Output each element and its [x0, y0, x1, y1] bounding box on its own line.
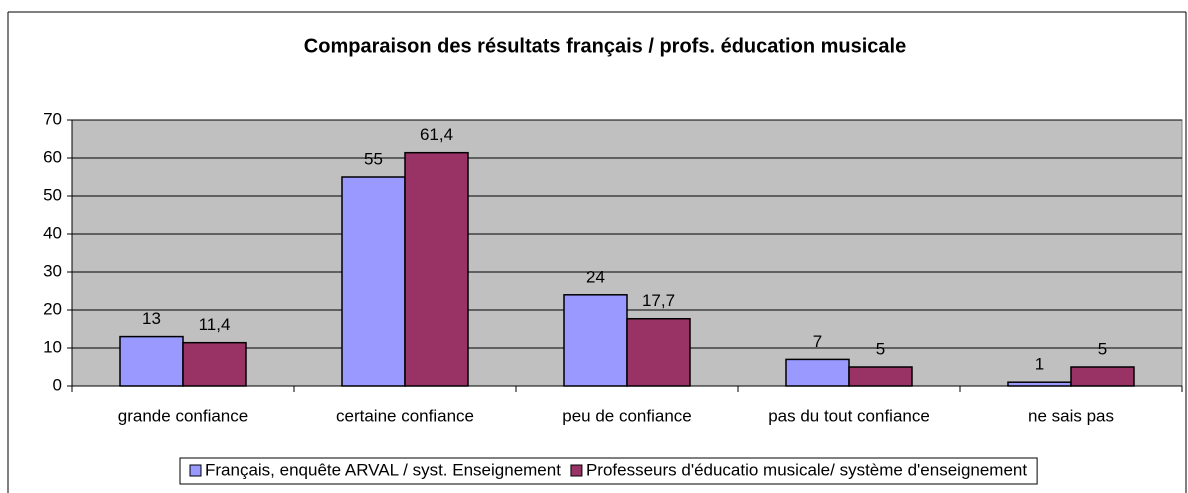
- value-label: 7: [813, 332, 822, 351]
- bar: [182, 341, 247, 387]
- legend-label: Professeurs d'éducatio musicale/ système…: [586, 460, 1027, 479]
- value-label: 13: [142, 309, 161, 328]
- x-tick-label: certaine confiance: [336, 406, 474, 425]
- bar: [341, 176, 406, 387]
- y-tick-label: 40: [43, 223, 62, 242]
- bar: [1007, 381, 1072, 387]
- y-tick-label: 30: [43, 261, 62, 280]
- y-tick-label: 70: [43, 109, 62, 128]
- y-tick-label: 10: [43, 337, 62, 356]
- y-tick-label: 50: [43, 185, 62, 204]
- chart-title: Comparaison des résultats français / pro…: [304, 35, 906, 57]
- value-label: 17,7: [642, 291, 675, 310]
- bar: [1070, 366, 1135, 387]
- bar: [404, 151, 469, 387]
- value-label: 1: [1035, 355, 1044, 374]
- y-tick-label: 60: [43, 147, 62, 166]
- value-label: 5: [1098, 339, 1107, 358]
- y-tick-label: 20: [43, 299, 62, 318]
- value-label: 55: [364, 149, 383, 168]
- legend-swatch: [570, 464, 583, 477]
- x-tick-label: pas du tout confiance: [768, 406, 930, 425]
- value-label: 11,4: [199, 315, 231, 334]
- legend: [179, 457, 1038, 485]
- x-tick-label: ne sais pas: [1028, 406, 1114, 425]
- bar: [119, 335, 184, 387]
- bar: [563, 294, 628, 387]
- legend-swatch: [189, 464, 202, 477]
- value-label: 5: [876, 339, 885, 358]
- bar: [848, 366, 913, 387]
- bar: [785, 358, 850, 387]
- value-label: 61,4: [420, 125, 453, 144]
- y-tick-label: 0: [53, 375, 62, 394]
- x-tick-label: peu de confiance: [562, 406, 692, 425]
- value-label: 24: [586, 267, 605, 286]
- x-tick-label: grande confiance: [118, 406, 248, 425]
- bar: [626, 317, 691, 387]
- legend-label: Français, enquête ARVAL / syst. Enseigne…: [205, 460, 561, 479]
